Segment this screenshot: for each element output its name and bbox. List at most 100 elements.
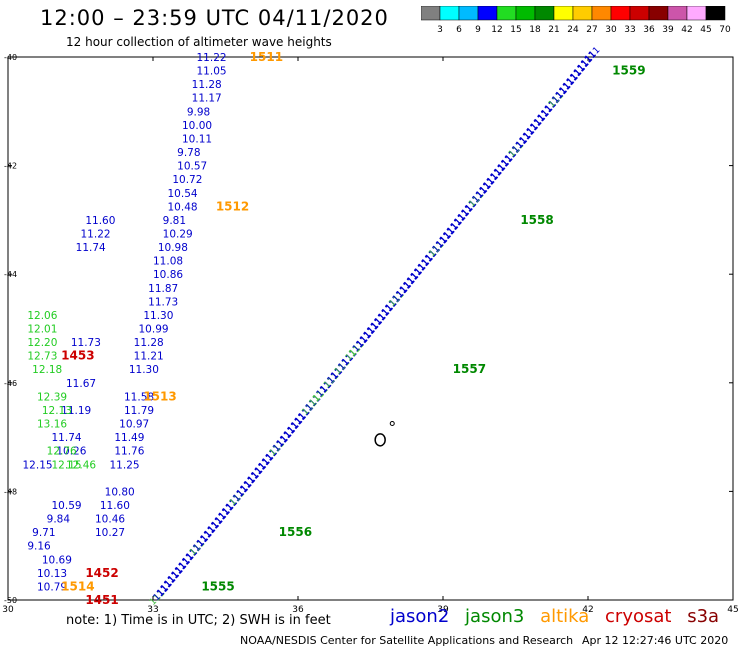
footnote: note: 1) Time is in UTC; 2) SWH is in fe… [66,613,331,628]
satellite-legend: jason2 jason3 altika cryosat s3a [390,606,729,627]
wave-height-label: 10.27 [95,527,125,539]
wave-height-label: 9.78 [177,147,200,159]
island-outline [374,433,386,447]
wave-height-label: 10.00 [182,120,212,132]
pass-time-label: 1559 [612,64,645,78]
credit-line: NOAA/NESDIS Center for Satellite Applica… [240,634,574,647]
colorbar-label: 45 [700,25,711,35]
chart-subtitle: 12 hour collection of altimeter wave hei… [66,35,332,49]
pass-time-label: 1452 [85,566,118,580]
wave-height-label: 11.28 [192,79,222,91]
pass-time-label: 1556 [279,525,312,539]
wave-height-label: 11.73 [148,296,178,308]
colorbar-label: 30 [605,25,617,35]
colorbar-label: 12 [491,25,502,35]
colorbar-label: 3 [437,25,443,35]
wave-height-label: 10.13 [37,568,67,580]
legend-jason3: jason3 [465,606,525,627]
islet-outline [389,421,395,427]
legend-jason2: jason2 [390,606,450,627]
wave-height-label: 11.21 [134,351,164,363]
wave-height-label: 10.48 [168,201,198,213]
plot-frame [7,56,734,601]
wave-height-label: 10.46 [95,514,125,526]
wave-height-label: 9.71 [32,527,55,539]
wave-height-label: 10.57 [177,161,207,173]
wave-height-label: 12.15 [52,459,82,471]
wave-height-label: 11.17 [192,93,222,105]
colorbar-label: 15 [510,25,521,35]
wave-height-label: 12.39 [37,391,67,403]
wave-height-label: 11.25 [110,459,140,471]
colorbar-label: 24 [567,25,579,35]
colorbar-label: 27 [586,25,597,35]
wave-height-label: 11.49 [114,432,144,444]
wave-height-label: 11.87 [148,283,178,295]
pass-time-label: 1514 [61,579,94,593]
wave-height-label: 10.98 [158,242,188,254]
pass-time-label: 1513 [143,389,176,403]
wave-height-label: 10.79 [37,581,67,593]
wave-height-label: 11.73 [71,337,101,349]
chart-title: 12:00 – 23:59 UTC 04/11/2020 [40,6,389,30]
wave-height-label: 10.69 [42,554,72,566]
wave-height-label: 11.28 [134,337,164,349]
pass-time-label: 1453 [61,349,94,363]
wave-height-label: 12.01 [27,324,57,336]
wave-height-label: 11.22 [81,228,111,240]
pass-time-label: 1555 [201,579,234,593]
wave-height-label: 10.54 [168,188,198,200]
y-tick-label: -46 [4,379,17,388]
y-tick-label: -40 [4,53,17,62]
wave-height-label: 11.30 [143,310,173,322]
colorbar-label: 6 [456,25,462,35]
wave-height-label: 11.19 [61,405,91,417]
wave-height-label: 11.30 [129,364,159,376]
x-tick-label: 36 [292,605,304,615]
legend-altika: altika [540,606,590,627]
wave-height-label: 9.81 [163,215,186,227]
pass-time-label: 1512 [216,199,249,213]
wave-height-label: 11.58 [124,391,154,403]
colorbar-swatch [705,6,726,21]
wave-height-label: 11.60 [100,500,130,512]
wave-height-label: 11.79 [124,405,154,417]
x-tick-label: 39 [437,605,449,615]
wave-height-label: 11.05 [197,66,227,78]
wave-height-label: 11.67 [66,378,96,390]
y-tick-label: -44 [4,270,17,279]
wave-height-label: 11.74 [76,242,106,254]
colorbar-label: 21 [548,25,559,35]
wave-height-label: 12.15 [23,459,53,471]
x-tick-label: 33 [147,605,158,615]
wave-height-label: 10.99 [139,324,169,336]
wave-height-label: 12.76 [47,446,77,458]
generated-timestamp: Apr 12 12:27:46 UTC 2020 [582,634,729,647]
wave-height-label: 10.86 [153,269,183,281]
x-tick-label: 42 [582,605,593,615]
wave-height-label: 12.18 [32,364,62,376]
pass-time-label: 1511 [250,50,283,64]
y-tick-label: -50 [4,596,17,605]
y-tick-label: -42 [4,162,17,171]
wave-height-label: 10.26 [56,446,86,458]
colorbar-label: 70 [719,25,731,35]
colorbar-label: 33 [624,25,635,35]
wave-height-label: 10.29 [163,228,193,240]
pass-time-label: 1558 [520,213,553,227]
wave-height-label: 12.13 [42,405,72,417]
wave-height-label: 11.74 [52,432,82,444]
legend-s3a: s3a [687,606,720,627]
colorbar-label: 9 [475,25,481,35]
wave-height-label: 10.59 [52,500,82,512]
wave-height-label: 10.72 [172,174,202,186]
colorbar-label: 18 [529,25,541,35]
wave-height-label: 9.84 [47,514,71,526]
wave-height-label: 10.11 [182,133,212,145]
wave-height-label: 11.22 [197,52,227,64]
colorbar-label: 39 [662,25,674,35]
pass-time-label: 1451 [85,593,118,607]
colorbar-label: 42 [681,25,692,35]
wave-height-label: 11.08 [153,256,183,268]
